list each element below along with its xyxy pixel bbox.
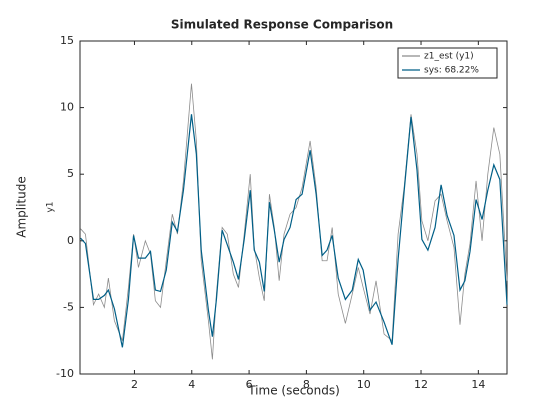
series-line xyxy=(80,114,508,348)
legend-label: z1_est (y1) xyxy=(424,52,474,62)
x-tick-label: 6 xyxy=(246,378,253,391)
y-tick-label: 0 xyxy=(67,234,74,247)
x-tick-label: 2 xyxy=(131,378,138,391)
y-tick-label: 10 xyxy=(60,101,74,114)
x-tick-label: 12 xyxy=(414,378,428,391)
x-tick-label: 10 xyxy=(357,378,371,391)
y-tick-label: 15 xyxy=(60,34,74,47)
y-tick-label: -5 xyxy=(63,300,74,313)
plot-area xyxy=(79,40,508,375)
y-tick-label: 5 xyxy=(67,167,74,180)
x-tick-label: 14 xyxy=(471,378,485,391)
y-tick-label: -10 xyxy=(56,367,74,380)
x-tick-label: 4 xyxy=(188,378,195,391)
x-tick-label: 8 xyxy=(303,378,310,391)
chart-title: Simulated Response Comparison xyxy=(171,18,393,32)
legend-box xyxy=(397,47,498,79)
channel-label: y1 xyxy=(46,201,56,212)
y-axis-label: Amplitude xyxy=(15,176,29,238)
legend-label: sys: 68.22% xyxy=(424,66,479,76)
x-axis-label: Time (seconds) xyxy=(247,384,340,398)
